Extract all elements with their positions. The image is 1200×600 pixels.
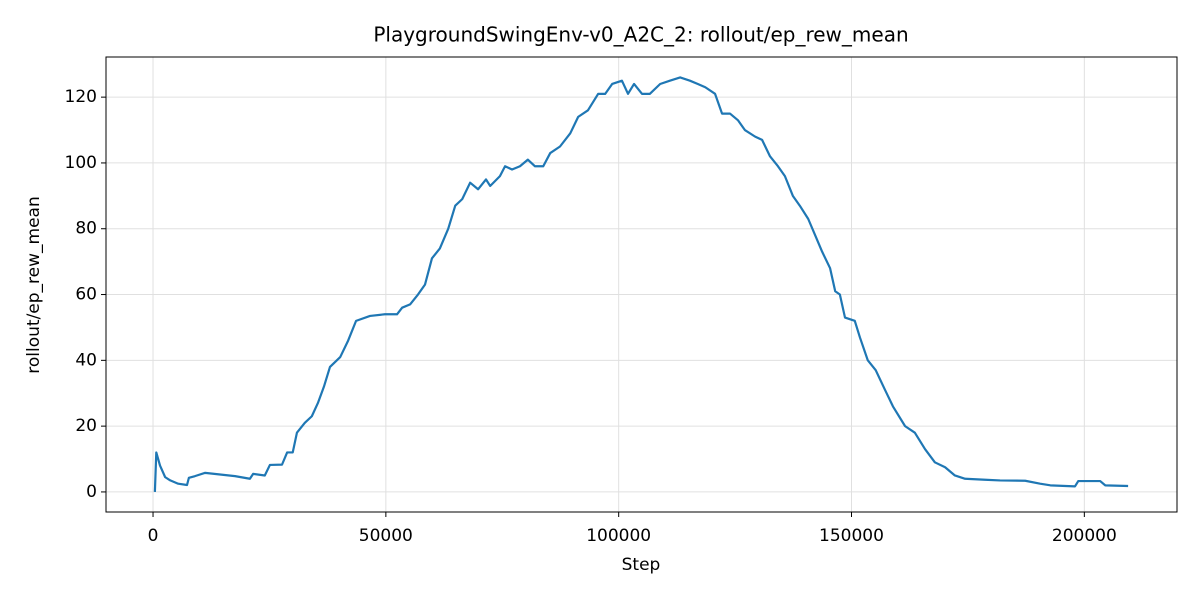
x-tick-label: 0: [148, 526, 159, 546]
x-axis-label: Step: [622, 555, 661, 575]
y-tick-label: 80: [75, 219, 97, 239]
x-tick-label: 100000: [586, 526, 651, 546]
x-tick-label: 200000: [1052, 526, 1117, 546]
y-tick-label: 40: [75, 350, 97, 370]
y-tick-label: 100: [65, 153, 97, 173]
y-tick-label: 120: [65, 87, 97, 107]
chart-title: PlaygroundSwingEnv-v0_A2C_2: rollout/ep_…: [373, 23, 908, 47]
y-axis-label: rollout/ep_rew_mean: [24, 196, 44, 373]
x-tick-label: 50000: [359, 526, 413, 546]
y-tick-label: 20: [75, 416, 97, 436]
plot-frame: [105, 56, 1178, 513]
data-line: [153, 76, 1129, 492]
x-tick-label: 150000: [819, 526, 884, 546]
y-tick-label: 0: [86, 482, 97, 502]
y-tick-label: 60: [75, 285, 97, 305]
